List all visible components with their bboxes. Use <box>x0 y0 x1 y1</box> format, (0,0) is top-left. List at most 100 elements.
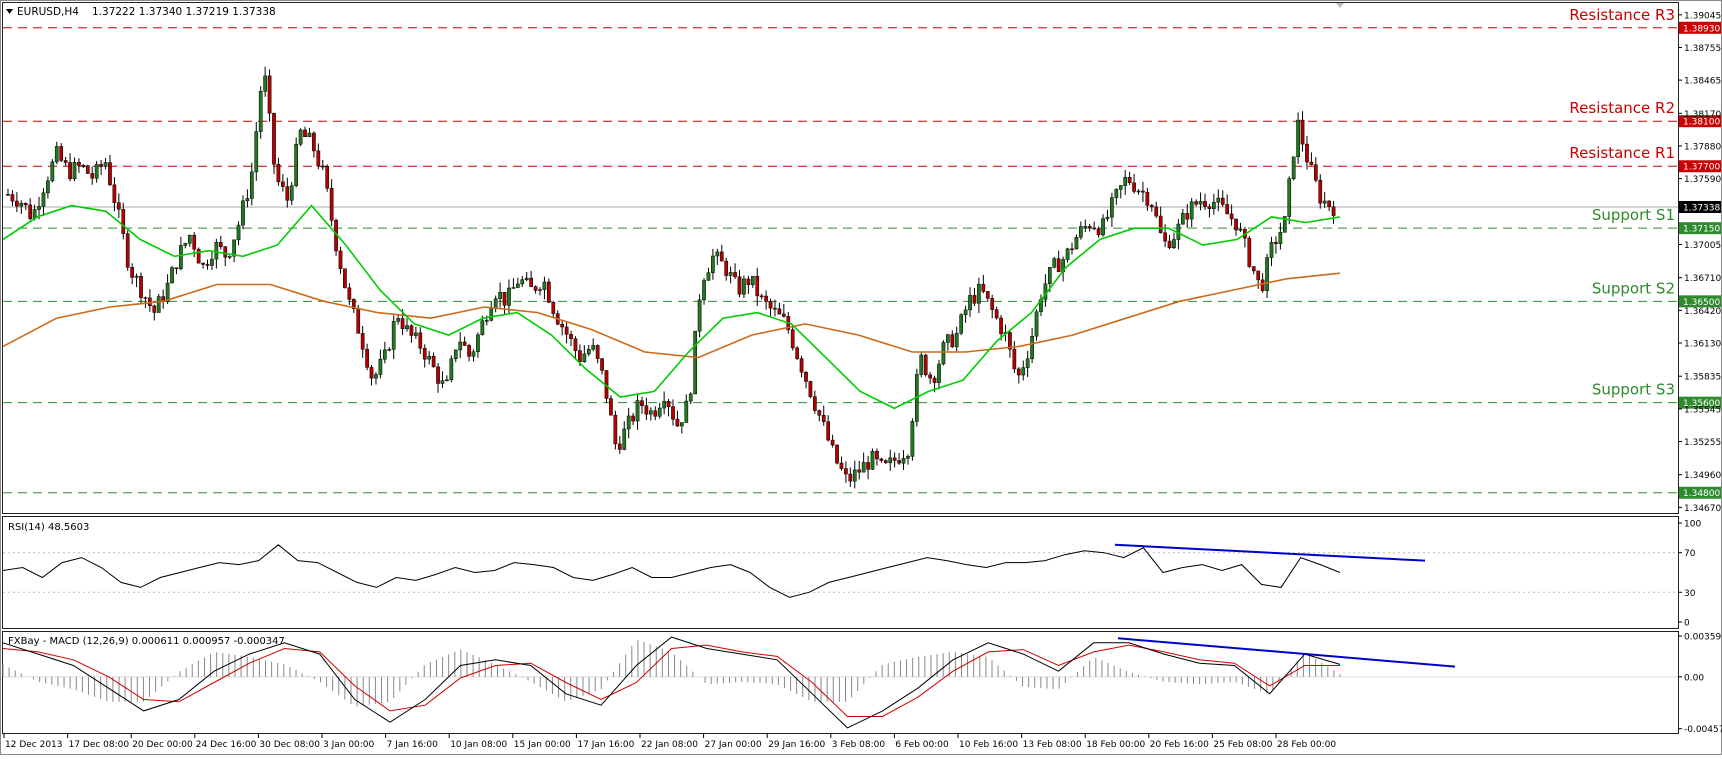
candle-body[interactable] <box>267 75 272 114</box>
candle-body[interactable] <box>582 353 587 362</box>
candle-body[interactable] <box>733 272 737 278</box>
candle-body[interactable] <box>1127 177 1132 184</box>
candle-body[interactable] <box>218 242 223 248</box>
candle-body[interactable] <box>1012 348 1017 370</box>
candle-body[interactable] <box>81 165 86 167</box>
candle-body[interactable] <box>1052 258 1057 268</box>
candle-body[interactable] <box>121 208 126 234</box>
candle-body[interactable] <box>1327 200 1331 208</box>
candle-body[interactable] <box>675 418 680 427</box>
candle-body[interactable] <box>1110 197 1114 218</box>
candle-body[interactable] <box>41 192 46 207</box>
candle-body[interactable] <box>409 325 414 336</box>
candle-body[interactable] <box>1331 206 1336 216</box>
candle-body[interactable] <box>72 162 77 180</box>
candle-body[interactable] <box>94 164 99 179</box>
candle-body[interactable] <box>343 268 347 289</box>
candle-body[interactable] <box>414 332 418 336</box>
candle-body[interactable] <box>879 458 884 461</box>
candle-body[interactable] <box>1318 179 1323 204</box>
candle-body[interactable] <box>1123 177 1128 186</box>
candle-body[interactable] <box>125 233 130 268</box>
candle-body[interactable] <box>990 297 995 310</box>
candle-body[interactable] <box>844 468 848 475</box>
candle-body[interactable] <box>1282 216 1287 233</box>
candle-body[interactable] <box>1322 200 1327 204</box>
candle-body[interactable] <box>19 202 24 207</box>
candle-body[interactable] <box>928 374 932 379</box>
candle-body[interactable] <box>1185 213 1190 220</box>
candle-body[interactable] <box>338 250 343 269</box>
candle-body[interactable] <box>759 295 764 298</box>
candle-body[interactable] <box>263 75 267 92</box>
candle-body[interactable] <box>134 275 139 278</box>
candle-body[interactable] <box>795 347 799 359</box>
candle-body[interactable] <box>560 323 565 328</box>
candle-body[interactable] <box>826 421 831 441</box>
candle-body[interactable] <box>1021 367 1026 376</box>
candle-body[interactable] <box>1149 205 1154 208</box>
candle-body[interactable] <box>1300 119 1305 145</box>
candle-body[interactable] <box>910 421 915 457</box>
candle-body[interactable] <box>241 200 245 226</box>
candle-body[interactable] <box>564 326 569 335</box>
candle-body[interactable] <box>99 164 103 167</box>
candle-body[interactable] <box>139 275 143 298</box>
candle-body[interactable] <box>977 283 981 304</box>
candle-body[interactable] <box>1016 368 1021 376</box>
candle-body[interactable] <box>285 186 290 201</box>
candle-body[interactable] <box>458 341 463 351</box>
candle-body[interactable] <box>799 358 804 373</box>
candle-body[interactable] <box>875 450 879 460</box>
candle-body[interactable] <box>23 202 28 206</box>
candle-body[interactable] <box>112 184 117 203</box>
candle-body[interactable] <box>1158 215 1163 233</box>
candle-body[interactable] <box>467 345 471 357</box>
candle-body[interactable] <box>462 341 467 346</box>
candle-body[interactable] <box>223 246 228 258</box>
candle-body[interactable] <box>662 401 666 409</box>
scroll-indicator-icon[interactable] <box>1336 3 1344 8</box>
candle-body[interactable] <box>236 224 241 241</box>
candle-body[interactable] <box>644 405 649 415</box>
candle-body[interactable] <box>329 188 334 221</box>
candle-body[interactable] <box>307 132 312 138</box>
candle-body[interactable] <box>445 379 449 382</box>
candle-body[interactable] <box>507 287 511 306</box>
candle-body[interactable] <box>77 162 81 166</box>
candle-body[interactable] <box>347 287 352 300</box>
candle-body[interactable] <box>54 146 59 163</box>
candle-body[interactable] <box>1305 143 1309 163</box>
candle-body[interactable] <box>954 332 959 348</box>
candle-body[interactable] <box>932 377 937 383</box>
candle-body[interactable] <box>852 469 857 482</box>
candle-body[interactable] <box>396 318 400 322</box>
candle-body[interactable] <box>1056 258 1061 273</box>
candle-body[interactable] <box>1194 201 1198 205</box>
candle-body[interactable] <box>360 333 365 350</box>
candle-body[interactable] <box>750 275 755 285</box>
candle-body[interactable] <box>1065 248 1070 260</box>
candle-body[interactable] <box>214 242 219 260</box>
candle-body[interactable] <box>1234 218 1238 231</box>
candle-body[interactable] <box>804 371 808 382</box>
candle-body[interactable] <box>1198 201 1203 205</box>
candle-body[interactable] <box>1313 164 1318 181</box>
candle-body[interactable] <box>1247 237 1252 267</box>
candle-body[interactable] <box>502 291 507 306</box>
candle-body[interactable] <box>183 243 188 246</box>
candle-body[interactable] <box>405 325 409 330</box>
candle-body[interactable] <box>1047 266 1052 285</box>
candle-body[interactable] <box>684 400 689 423</box>
candle-body[interactable] <box>1141 190 1145 193</box>
candle-body[interactable] <box>369 367 374 379</box>
candle-body[interactable] <box>994 309 999 319</box>
candle-body[interactable] <box>316 150 321 167</box>
candle-body[interactable] <box>533 286 538 291</box>
candle-body[interactable] <box>201 262 205 265</box>
candle-body[interactable] <box>400 318 405 330</box>
macd-panel[interactable] <box>2 631 1679 734</box>
candle-body[interactable] <box>835 444 839 464</box>
candle-body[interactable] <box>1030 336 1034 360</box>
candle-body[interactable] <box>90 173 95 179</box>
